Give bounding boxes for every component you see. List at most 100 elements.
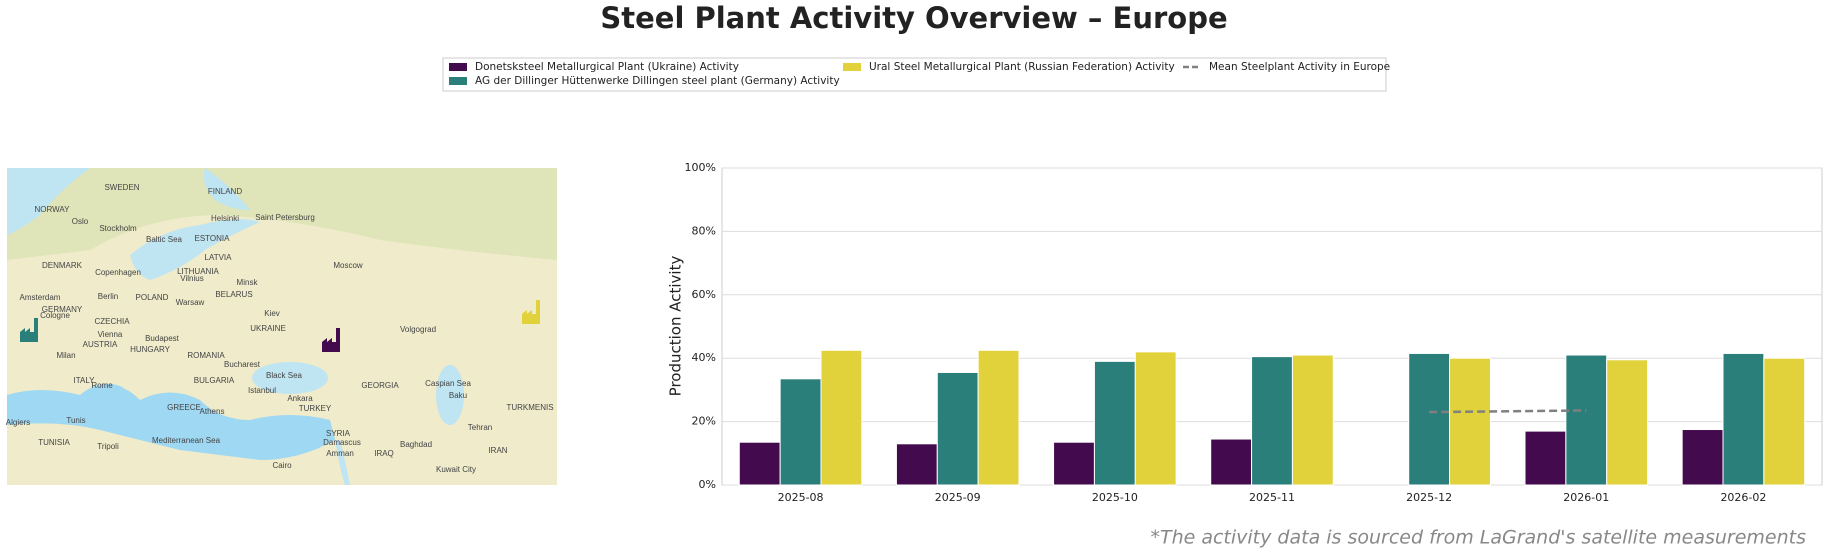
map-label: Vienna — [98, 330, 123, 339]
map-label: IRAN — [488, 446, 507, 455]
y-axis-label: Production Activity — [667, 256, 685, 397]
map-label: Cairo — [272, 461, 292, 470]
bar — [1134, 351, 1177, 486]
plant-icon — [322, 328, 340, 352]
map-label: Milan — [56, 351, 75, 360]
legend-label: Mean Steelplant Activity in Europe — [1209, 61, 1390, 73]
map-label: NORWAY — [35, 205, 71, 214]
map-label: ESTONIA — [195, 234, 231, 243]
legend — [442, 57, 1387, 92]
map-label: CZECHIA — [94, 317, 130, 326]
map-label: Ankara — [287, 394, 313, 403]
x-tick-label: 2025-11 — [1249, 491, 1295, 504]
map-label: Helsinki — [211, 214, 239, 223]
map-label: DENMARK — [42, 261, 83, 270]
map-label: Cologne — [40, 311, 70, 320]
y-tick-label: 20% — [692, 415, 716, 428]
map-label: Bucharest — [224, 360, 261, 369]
x-tick-label: 2026-01 — [1563, 491, 1609, 504]
map-label: Rome — [91, 381, 113, 390]
map-label: Stockholm — [99, 224, 137, 233]
y-tick-label: 40% — [692, 351, 716, 364]
map-label: GREECE — [167, 403, 201, 412]
map-label: Algiers — [6, 418, 30, 427]
map-label: TUNISIA — [38, 438, 70, 447]
map-label: TURKMENIS — [506, 403, 553, 412]
map-label: Kiev — [264, 309, 280, 318]
map-label: GEORGIA — [361, 381, 399, 390]
bar — [1565, 354, 1608, 486]
map-label: Moscow — [333, 261, 363, 270]
bar — [977, 349, 1020, 486]
bar — [1722, 352, 1765, 486]
map-label: Copenhagen — [95, 268, 141, 277]
bar — [1210, 438, 1253, 486]
map-label: Baku — [449, 391, 467, 400]
bar — [1053, 441, 1095, 486]
legend-label: Ural Steel Metallurgical Plant (Russian … — [869, 61, 1175, 73]
bar — [1408, 352, 1451, 486]
map-label: GERMANY — [42, 305, 83, 314]
map-label: Volgograd — [400, 325, 436, 334]
map-label: Athens — [200, 407, 225, 416]
legend-label: Donetsksteel Metallurgical Plant (Ukrain… — [475, 61, 739, 73]
plant-icon — [20, 318, 38, 342]
bar — [936, 371, 979, 486]
map-label: Vilnius — [180, 274, 203, 283]
map — [7, 168, 557, 485]
map-label: Saint Petersburg — [255, 213, 315, 222]
legend-swatch — [449, 77, 467, 85]
bar — [1681, 429, 1724, 486]
map-label: Black Sea — [266, 371, 303, 380]
map-label: LATVIA — [205, 253, 233, 262]
x-tick-label: 2025-12 — [1406, 491, 1452, 504]
map-label: Amsterdam — [20, 293, 61, 302]
y-tick-label: 100% — [685, 161, 716, 174]
map-label: AUSTRIA — [83, 340, 118, 349]
y-tick-label: 80% — [692, 224, 716, 237]
bar — [820, 349, 863, 486]
map-label: Amman — [326, 449, 354, 458]
map-label: Damascus — [323, 438, 361, 447]
map-label: Kuwait City — [436, 465, 476, 474]
x-tick-label: 2026-02 — [1720, 491, 1766, 504]
map-label: LITHUANIA — [177, 267, 219, 276]
map-label: HUNGARY — [130, 345, 171, 354]
map-label: BELARUS — [215, 290, 252, 299]
map-label: SYRIA — [326, 429, 351, 438]
map-label: BULGARIA — [194, 376, 235, 385]
map-label: Istanbul — [248, 386, 276, 395]
map-label: Caspian Sea — [425, 379, 471, 388]
map-label: TURKEY — [299, 404, 332, 413]
x-tick-label: 2025-08 — [778, 491, 824, 504]
bar — [1524, 430, 1567, 486]
plant-icon — [522, 300, 540, 324]
map-label: Oslo — [72, 217, 89, 226]
bar — [1606, 359, 1649, 486]
bar — [1763, 357, 1806, 486]
chart-title: Steel Plant Activity Overview – Europe — [600, 1, 1227, 35]
legend-label: AG der Dillinger Hüttenwerke Dillingen s… — [475, 75, 840, 87]
y-tick-label: 60% — [692, 288, 716, 301]
map-label: POLAND — [136, 293, 169, 302]
mean-line — [1429, 409, 1587, 414]
map-label: Minsk — [237, 278, 259, 287]
map-label: ITALY — [73, 376, 95, 385]
legend-swatch — [449, 63, 467, 71]
map-label: Tehran — [468, 423, 492, 432]
map-label: IRAQ — [374, 449, 394, 458]
bar — [1291, 354, 1334, 486]
map-label: SWEDEN — [104, 183, 139, 192]
map-label: FINLAND — [208, 187, 242, 196]
bar — [738, 441, 781, 486]
map-label: Baghdad — [400, 440, 432, 449]
y-tick-label: 0% — [699, 478, 716, 491]
bar — [779, 378, 822, 486]
bar — [1251, 356, 1293, 486]
map-label: Berlin — [98, 292, 118, 301]
map-label: UKRAINE — [250, 324, 286, 333]
bar — [1093, 360, 1136, 486]
map-label: Budapest — [145, 334, 180, 343]
legend-swatch — [843, 63, 861, 71]
